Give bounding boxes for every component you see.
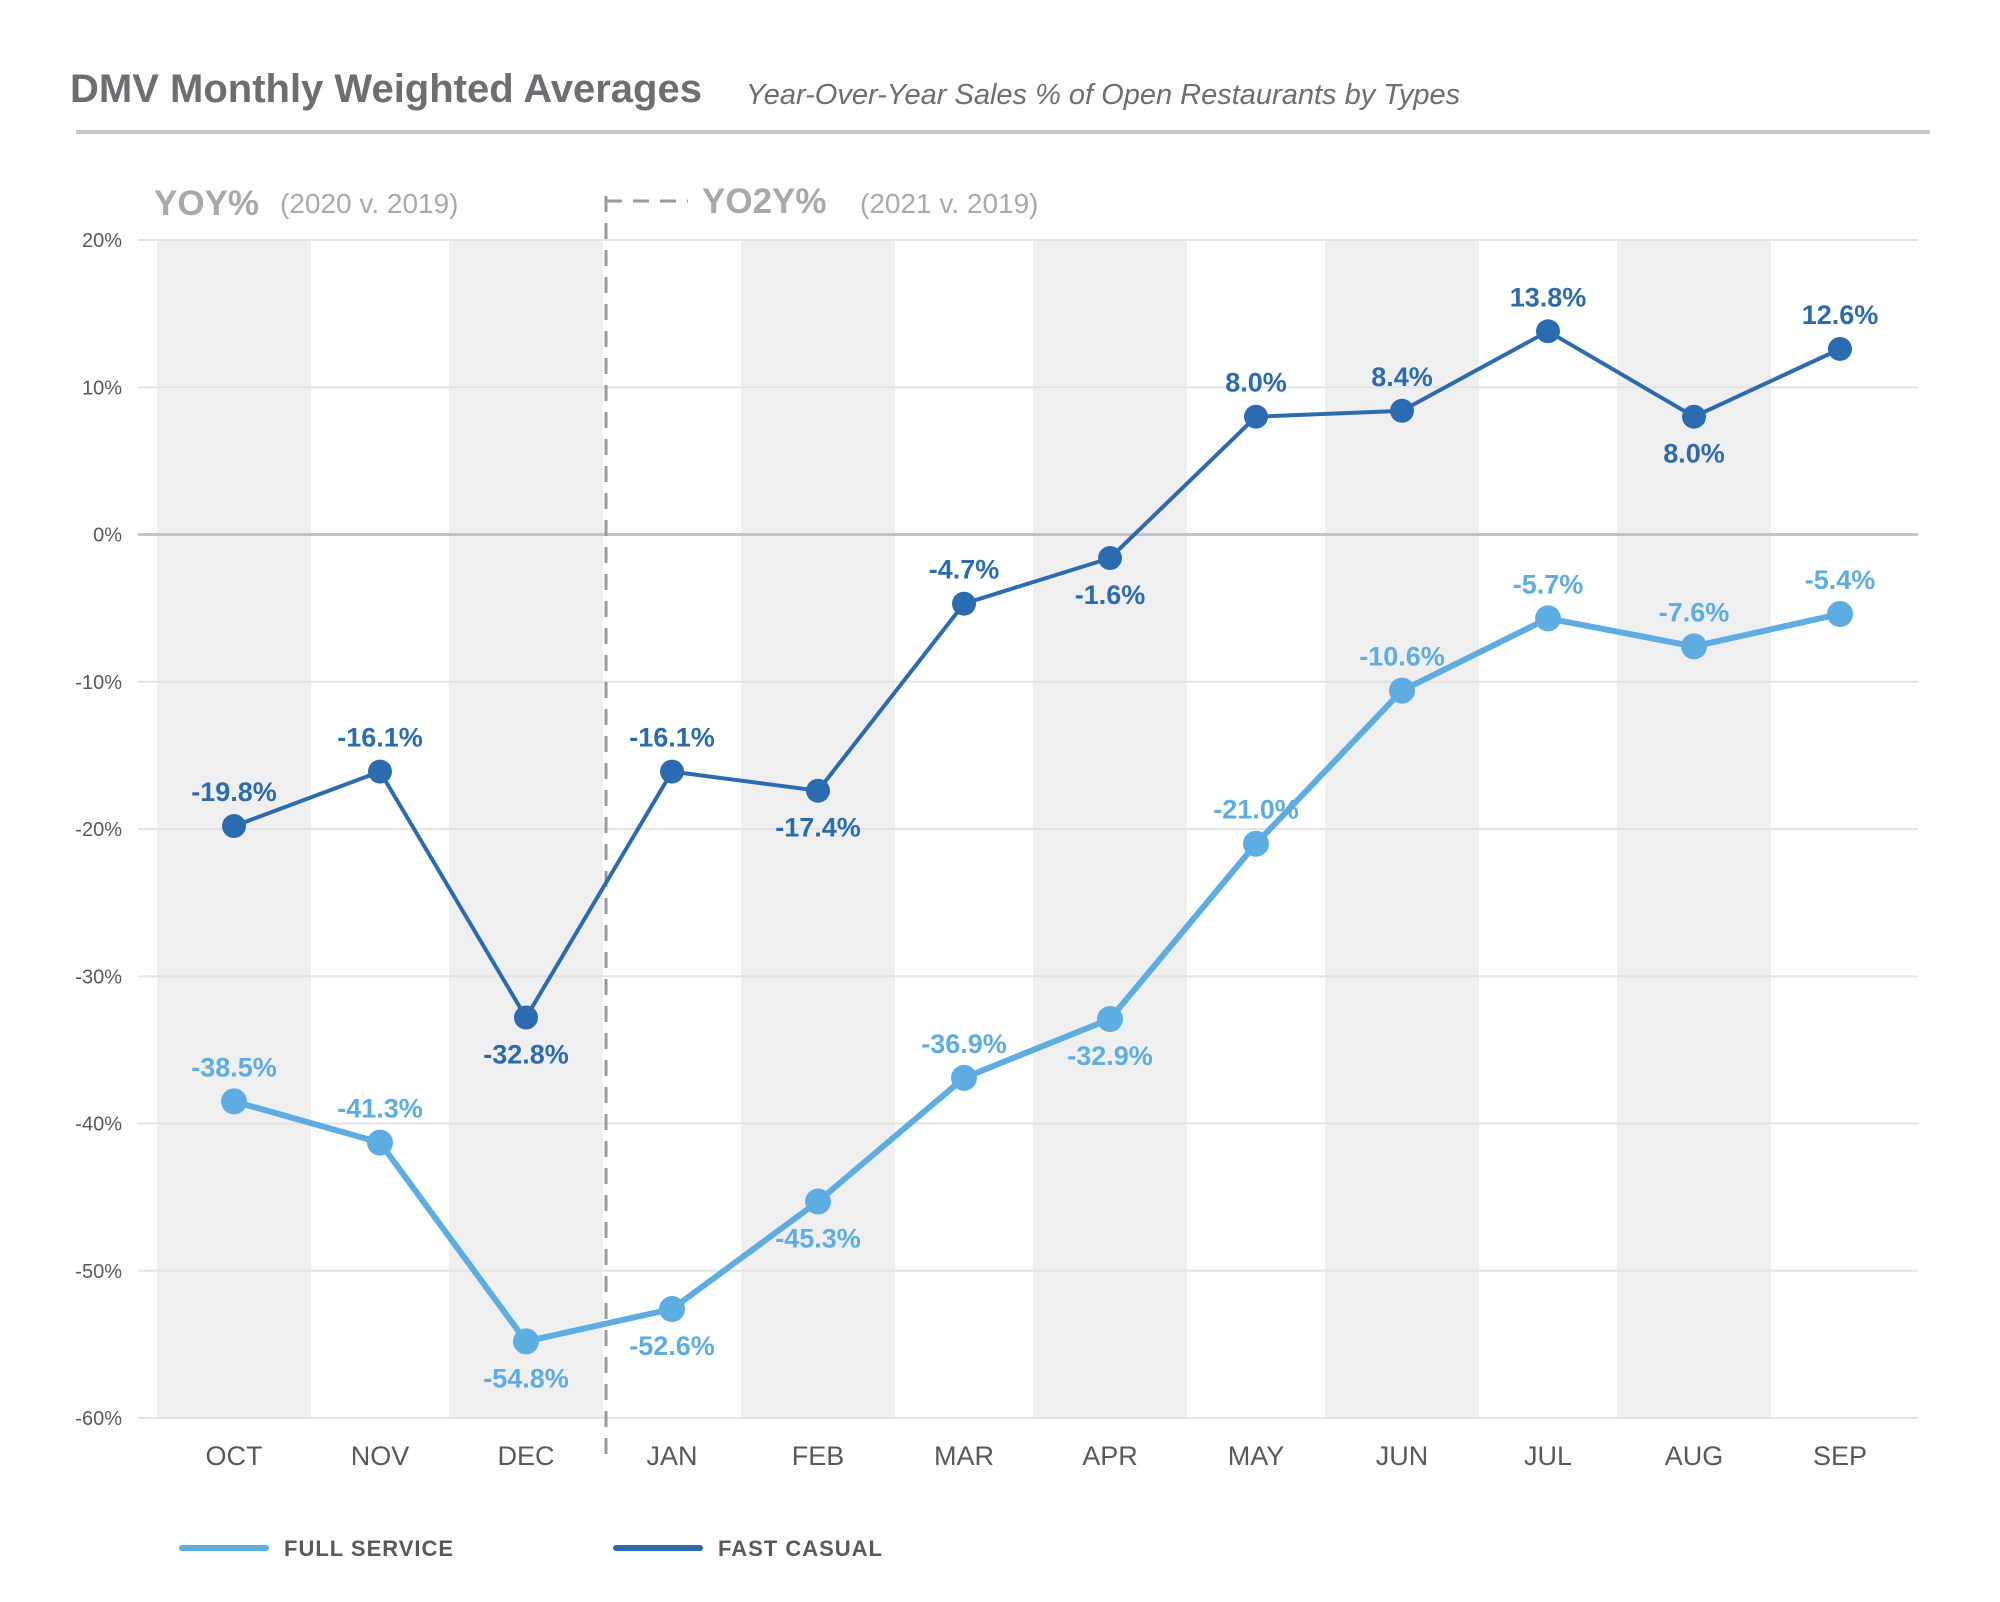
data-point <box>806 778 830 803</box>
data-label: 8.0% <box>1225 368 1287 398</box>
x-tick-label: DEC <box>497 1441 554 1471</box>
data-point <box>805 1188 831 1215</box>
y-axis-ticks: 20% 10% 0% -10% -20% -30% -40% -50% -60% <box>75 230 122 1430</box>
x-tick-label: JAN <box>646 1441 697 1471</box>
x-tick-label: MAR <box>934 1441 994 1471</box>
y-tick-label: -60% <box>75 1408 122 1430</box>
data-label: -38.5% <box>191 1052 277 1082</box>
legend: FULL SERVICE FAST CASUAL <box>179 1536 883 1561</box>
data-point <box>1682 404 1706 429</box>
data-point <box>659 1296 685 1323</box>
x-tick-label: AUG <box>1665 1441 1724 1471</box>
y-tick-label: 20% <box>82 230 122 252</box>
data-label: -41.3% <box>337 1094 423 1124</box>
data-label: 8.4% <box>1371 362 1433 392</box>
data-label: 8.0% <box>1663 439 1725 469</box>
data-point <box>1098 546 1122 571</box>
data-point <box>222 814 246 839</box>
data-label: -7.6% <box>1659 597 1730 627</box>
x-tick-label: JUL <box>1524 1441 1572 1471</box>
data-point <box>1390 398 1414 423</box>
y-tick-label: -50% <box>75 1261 122 1283</box>
period-yo2y-sub: (2021 v. 2019) <box>860 188 1039 219</box>
data-label: 12.6% <box>1802 300 1879 330</box>
x-tick-label: JUN <box>1376 1441 1429 1471</box>
data-point <box>368 759 392 784</box>
y-tick-label: -30% <box>75 966 122 988</box>
x-axis-ticks: OCT NOV DEC JAN FEB MAR APR MAY JUN JUL AUG SEP <box>206 1441 1868 1471</box>
data-label: 13.8% <box>1510 282 1587 312</box>
data-point <box>1097 1005 1123 1032</box>
data-label: -1.6% <box>1075 580 1146 610</box>
data-label: -16.1% <box>337 723 423 753</box>
data-point <box>1681 633 1707 660</box>
data-point <box>367 1129 393 1156</box>
data-point <box>1244 404 1268 429</box>
data-label: -32.9% <box>1067 1041 1153 1071</box>
series-full-service: -38.5% -41.3% -54.8% -52.6% -45.3% -36.9% -32.… <box>191 565 1875 1393</box>
x-tick-label: FEB <box>792 1441 845 1471</box>
data-point <box>1389 677 1415 704</box>
data-label: -16.1% <box>629 723 715 753</box>
data-point <box>951 1064 977 1091</box>
data-point <box>1827 601 1853 628</box>
data-point <box>952 591 976 616</box>
data-label: -32.8% <box>483 1039 569 1069</box>
data-label: -45.3% <box>775 1224 861 1254</box>
data-point <box>513 1328 539 1355</box>
data-label: -21.0% <box>1213 795 1299 825</box>
data-label: -36.9% <box>921 1029 1007 1059</box>
legend-label-fast-casual: FAST CASUAL <box>718 1536 883 1561</box>
data-point <box>1243 830 1269 857</box>
data-label: -17.4% <box>775 813 861 843</box>
legend-label-full-service: FULL SERVICE <box>284 1536 454 1561</box>
series-layer: -38.5% -41.3% -54.8% -52.6% -45.3% -36.9% -32.… <box>191 282 1878 1393</box>
y-tick-label: 0% <box>93 525 122 547</box>
data-label: -4.7% <box>929 555 1000 585</box>
period-yo2y-label: YO2Y% <box>702 182 827 221</box>
data-point <box>221 1088 247 1115</box>
gridlines <box>138 239 1918 1419</box>
data-point <box>1828 336 1852 361</box>
x-tick-label: NOV <box>351 1441 410 1471</box>
data-label: -54.8% <box>483 1363 569 1393</box>
data-label: -19.8% <box>191 777 277 807</box>
x-tick-label: SEP <box>1813 1441 1867 1471</box>
chart-title: DMV Monthly Weighted Averages <box>70 67 702 111</box>
y-tick-label: -40% <box>75 1114 122 1136</box>
x-tick-label: MAY <box>1228 1441 1285 1471</box>
data-point <box>1536 319 1560 344</box>
series-line <box>233 611 1841 1345</box>
y-tick-label: -10% <box>75 672 122 694</box>
x-tick-label: OCT <box>206 1441 263 1471</box>
data-point <box>1535 605 1561 632</box>
data-label: -10.6% <box>1359 642 1445 672</box>
period-yoy-sub: (2020 v. 2019) <box>280 188 459 219</box>
data-point <box>660 759 684 784</box>
series-fast-casual: -19.8% -16.1% -32.8% -16.1% -17.4% -4.7% -1.6%… <box>191 282 1878 1069</box>
data-point <box>514 1005 538 1030</box>
data-label: -5.7% <box>1513 569 1584 599</box>
data-label: -52.6% <box>629 1331 715 1361</box>
y-tick-label: -20% <box>75 819 122 841</box>
x-tick-label: APR <box>1082 1441 1138 1471</box>
series-line <box>233 329 1841 1020</box>
y-tick-label: 10% <box>82 377 122 399</box>
period-yoy-label: YOY% <box>154 184 259 223</box>
chart-subtitle: Year-Over-Year Sales % of Open Restauran… <box>746 79 1460 111</box>
data-label: -5.4% <box>1805 565 1876 595</box>
